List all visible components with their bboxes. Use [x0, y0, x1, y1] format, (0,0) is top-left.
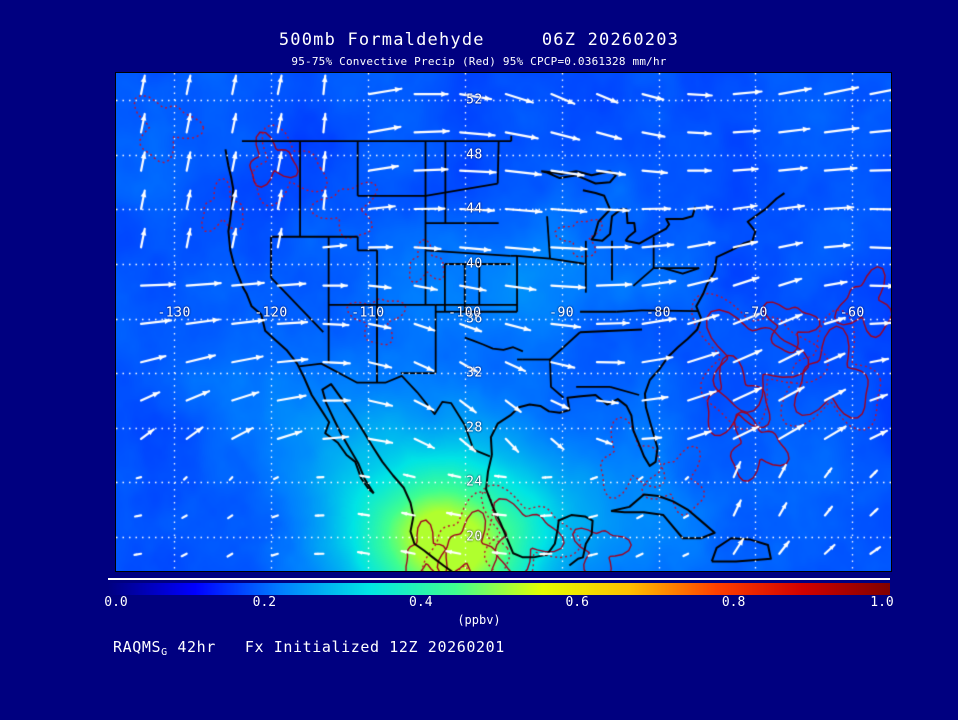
colorbar-tick-labels: 0.0 0.2 0.4 0.6 0.8 1.0	[0, 595, 958, 613]
colorbar-unit-label: (ppbv)	[457, 613, 501, 627]
longitude-label: -130	[157, 305, 191, 321]
latitude-label: 52	[466, 92, 483, 108]
longitude-label: -80	[646, 305, 671, 321]
page-title: 500mb Formaldehyde 06Z 20260203	[278, 30, 680, 50]
longitude-label: -100	[448, 305, 482, 321]
colorbar-tick: 1.0	[870, 595, 894, 610]
colorbar-rule	[108, 578, 890, 580]
latitude-label: 20	[466, 529, 483, 545]
colorbar	[108, 583, 890, 595]
latitude-label: 40	[466, 256, 483, 272]
longitude-label: -120	[254, 305, 288, 321]
wind-vector-arrows	[116, 73, 891, 571]
model-name: RAQMS	[113, 638, 162, 656]
page-subtitle: 95-75% Convective Precip (Red) 95% CPCP=…	[291, 55, 667, 68]
longitude-label: -110	[351, 305, 385, 321]
colorbar-tick: 0.0	[104, 595, 128, 610]
latitude-label: 44	[466, 201, 483, 217]
latitude-label: 28	[466, 420, 483, 436]
colorbar-tick: 0.2	[252, 595, 277, 610]
footer-caption: RAQMSG 42hr Fx Initialized 12Z 20260201	[113, 638, 505, 658]
model-subscript: G	[161, 647, 168, 658]
axis-tick-labels: 52 48 44 40 36 32 28 24 20 -130 -120 -110 -100 -90 -80…	[116, 73, 891, 571]
map-plot[interactable]: 52 48 44 40 36 32 28 24 20 -130 -120 -110 -100 -90 -80…	[115, 72, 892, 572]
latitude-label: 36	[466, 311, 483, 327]
longitude-label: -60	[839, 305, 865, 321]
colorbar-tick: 0.4	[409, 595, 433, 610]
colorbar-tick: 0.6	[565, 595, 589, 610]
longitude-label: -70	[742, 305, 768, 321]
longitude-label: -90	[549, 305, 575, 321]
latitude-label: 48	[466, 147, 483, 163]
latitude-label: 24	[466, 474, 483, 490]
footer-text: 42hr Fx Initialized 12Z 20260201	[167, 638, 505, 656]
colorbar-tick: 0.8	[721, 595, 746, 610]
latitude-label: 32	[466, 365, 483, 381]
